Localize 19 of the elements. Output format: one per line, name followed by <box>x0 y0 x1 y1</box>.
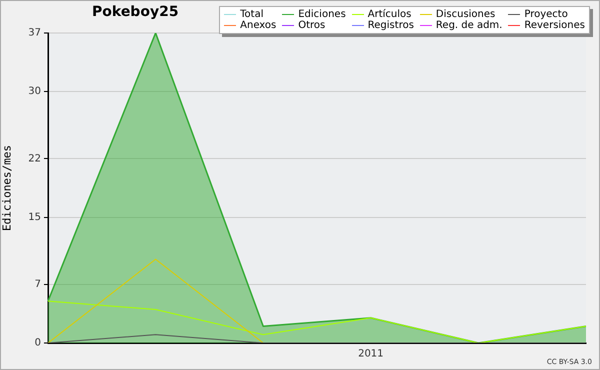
y-tick-label: 15 <box>28 212 41 223</box>
y-tick-label: 22 <box>28 153 41 164</box>
legend-label: Discusiones <box>436 9 496 20</box>
legend-label: Anexos <box>240 20 276 31</box>
legend-label: Ediciones <box>298 9 346 20</box>
y-axis-title: Ediciones/mes <box>0 144 14 232</box>
legend-label: Otros <box>298 20 326 31</box>
y-tick-label: 0 <box>34 338 41 349</box>
legend-label: Reversiones <box>524 20 585 31</box>
x-tick-label: 2011 <box>358 348 384 360</box>
y-tick-label: 7 <box>34 278 41 290</box>
legend-label: Artículos <box>368 9 412 20</box>
y-tick-label: 37 <box>28 28 41 39</box>
legend-label: Reg. de adm. <box>436 20 502 31</box>
chart-title: Pokeboy25 <box>92 4 179 20</box>
y-tick-label: 30 <box>28 86 41 98</box>
legend-label: Proyecto <box>524 9 568 20</box>
legend-label: Registros <box>368 20 414 31</box>
legend-label: Total <box>240 9 264 20</box>
